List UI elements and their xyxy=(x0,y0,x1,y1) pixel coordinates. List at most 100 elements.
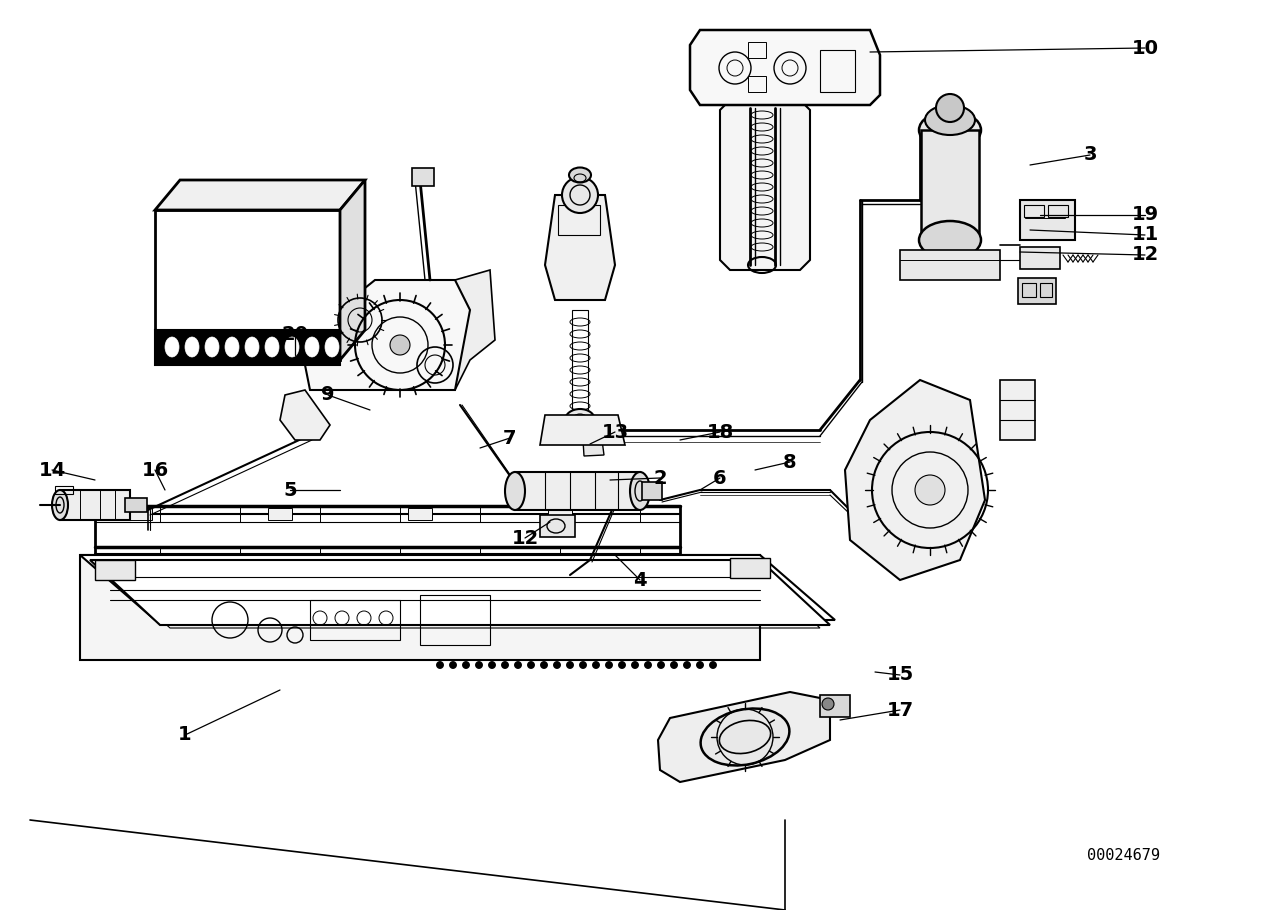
Circle shape xyxy=(644,662,652,669)
Polygon shape xyxy=(340,180,365,360)
Polygon shape xyxy=(690,30,880,105)
Text: 14: 14 xyxy=(39,460,66,480)
Ellipse shape xyxy=(265,337,279,357)
Circle shape xyxy=(462,662,470,669)
Ellipse shape xyxy=(505,472,526,510)
Text: 12: 12 xyxy=(1131,246,1159,265)
Text: 10: 10 xyxy=(1131,38,1158,57)
Circle shape xyxy=(657,662,665,669)
Bar xyxy=(641,482,662,500)
Text: 11: 11 xyxy=(1131,226,1159,245)
Bar xyxy=(408,508,431,520)
Circle shape xyxy=(488,662,496,669)
Text: 16: 16 xyxy=(142,460,169,480)
Bar xyxy=(95,560,135,580)
Text: 18: 18 xyxy=(706,422,734,441)
Polygon shape xyxy=(845,380,985,580)
Circle shape xyxy=(697,662,703,669)
Circle shape xyxy=(501,662,509,669)
Bar xyxy=(1048,205,1068,217)
Bar xyxy=(1021,283,1036,297)
Ellipse shape xyxy=(285,337,299,357)
Polygon shape xyxy=(155,210,340,360)
Bar xyxy=(921,130,979,240)
Ellipse shape xyxy=(185,337,200,357)
Bar xyxy=(1018,278,1056,304)
Circle shape xyxy=(605,662,613,669)
Polygon shape xyxy=(455,270,495,390)
Polygon shape xyxy=(90,560,829,625)
Polygon shape xyxy=(540,415,625,445)
Polygon shape xyxy=(155,180,365,210)
Ellipse shape xyxy=(565,409,595,431)
Circle shape xyxy=(528,662,535,669)
Ellipse shape xyxy=(245,337,259,357)
Text: 13: 13 xyxy=(601,422,629,441)
Ellipse shape xyxy=(920,221,981,259)
Ellipse shape xyxy=(920,111,981,149)
Circle shape xyxy=(562,177,598,213)
Bar xyxy=(125,498,147,512)
Bar xyxy=(547,508,572,520)
Bar xyxy=(820,695,850,717)
Polygon shape xyxy=(80,555,760,660)
Ellipse shape xyxy=(165,337,179,357)
Bar xyxy=(1024,205,1045,217)
Text: 5: 5 xyxy=(283,480,296,500)
Bar xyxy=(1020,247,1060,269)
Bar xyxy=(420,595,489,645)
Bar xyxy=(748,42,766,58)
Circle shape xyxy=(936,94,963,122)
Polygon shape xyxy=(300,280,470,390)
Circle shape xyxy=(684,662,690,669)
Text: 1: 1 xyxy=(178,725,192,744)
Bar xyxy=(730,558,770,578)
Ellipse shape xyxy=(205,337,219,357)
Bar xyxy=(268,508,292,520)
Circle shape xyxy=(618,662,626,669)
Circle shape xyxy=(541,662,547,669)
Text: 6: 6 xyxy=(714,469,726,488)
Text: 15: 15 xyxy=(886,665,913,684)
Polygon shape xyxy=(720,100,810,270)
Text: 20: 20 xyxy=(282,326,309,345)
Text: 8: 8 xyxy=(783,452,797,471)
Text: 17: 17 xyxy=(886,701,913,720)
Bar xyxy=(900,250,999,280)
Text: 12: 12 xyxy=(511,529,538,548)
Circle shape xyxy=(450,662,456,669)
Ellipse shape xyxy=(569,167,591,183)
Ellipse shape xyxy=(325,337,339,357)
Circle shape xyxy=(437,662,443,669)
Bar xyxy=(1020,200,1075,240)
Text: 00024679: 00024679 xyxy=(1087,847,1160,863)
Bar xyxy=(1039,283,1052,297)
Circle shape xyxy=(475,662,483,669)
Circle shape xyxy=(580,662,586,669)
Text: 2: 2 xyxy=(653,469,667,488)
Circle shape xyxy=(514,662,522,669)
Text: 3: 3 xyxy=(1083,146,1097,165)
Circle shape xyxy=(822,698,835,710)
Bar xyxy=(128,508,152,520)
Bar xyxy=(558,205,600,235)
Ellipse shape xyxy=(305,337,319,357)
Text: 7: 7 xyxy=(504,429,516,448)
Ellipse shape xyxy=(630,472,650,510)
Circle shape xyxy=(631,662,639,669)
Circle shape xyxy=(390,335,410,355)
Ellipse shape xyxy=(225,337,240,357)
Bar xyxy=(55,486,73,494)
Polygon shape xyxy=(515,472,640,510)
Polygon shape xyxy=(279,390,330,440)
Circle shape xyxy=(914,475,945,505)
Circle shape xyxy=(710,662,716,669)
Text: 19: 19 xyxy=(1131,206,1159,225)
Text: 9: 9 xyxy=(321,386,335,405)
Text: 4: 4 xyxy=(634,571,647,590)
Bar xyxy=(572,310,589,415)
Polygon shape xyxy=(545,195,614,300)
Ellipse shape xyxy=(52,490,68,520)
Bar xyxy=(748,76,766,92)
Bar xyxy=(155,330,340,365)
